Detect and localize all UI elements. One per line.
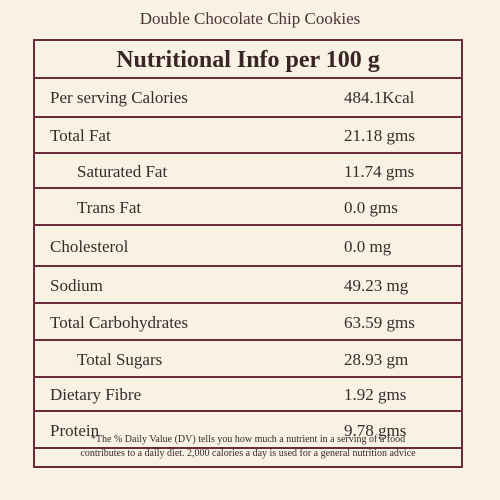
nutrient-row: Trans Fat 0.0 gms	[35, 189, 461, 226]
nutrient-label: Total Carbohydrates	[50, 313, 189, 332]
panel-heading: Nutritional Info per 100 g	[35, 41, 461, 79]
nutrient-row: Per serving Calories 484.1Kcal	[35, 78, 461, 118]
nutrient-row: Total Fat 21.18 gms	[35, 118, 461, 154]
nutrient-value: 63.59 gms	[344, 313, 415, 332]
nutrient-value: 11.74 gms	[344, 162, 415, 181]
nutrient-row: Protein 9.78 gms	[35, 412, 461, 449]
nutrient-value: 28.93 gm	[344, 350, 409, 369]
nutrient-label: Trans Fat	[77, 198, 142, 217]
nutrient-label: Dietary Fibre	[50, 385, 142, 404]
nutrient-row: Sodium 49.23 mg	[35, 267, 461, 304]
nutrient-row: Cholesterol 0.0 mg	[35, 226, 461, 267]
nutrition-panel: Nutritional Info per 100 g Per serving C…	[33, 39, 463, 468]
nutrient-row: Total Carbohydrates 63.59 gms	[35, 304, 461, 341]
nutrient-value: 0.0 mg	[344, 237, 392, 256]
nutrient-row: Saturated Fat 11.74 gms	[35, 154, 461, 189]
footnote-line-2: contributes to a daily diet. 2,000 calor…	[80, 448, 416, 459]
nutrient-row: Total Sugars 28.93 gm	[35, 341, 461, 378]
nutrient-row: Dietary Fibre 1.92 gms	[35, 378, 461, 412]
nutrient-label: Total Sugars	[77, 350, 163, 369]
daily-value-footnote: *The % Daily Value (DV) tells you how mu…	[35, 433, 461, 461]
product-title: Double Chocolate Chip Cookies	[139, 9, 361, 28]
nutrient-value: 49.23 mg	[344, 276, 409, 295]
nutrient-label: Per serving Calories	[50, 88, 188, 107]
footnote-line-1: *The % Daily Value (DV) tells you how mu…	[90, 434, 406, 445]
nutrient-value: 0.0 gms	[344, 198, 398, 217]
nutrient-value: 21.18 gms	[344, 126, 415, 145]
nutrient-label: Saturated Fat	[77, 162, 168, 181]
nutrient-value: 484.1Kcal	[344, 88, 415, 107]
nutrient-label: Cholesterol	[50, 237, 129, 256]
nutrient-label: Total Fat	[50, 126, 111, 145]
nutrient-value: 9.78 gms	[344, 421, 407, 440]
nutrient-label: Protein	[50, 421, 100, 440]
nutrient-label: Sodium	[50, 276, 103, 295]
nutrient-value: 1.92 gms	[344, 385, 407, 404]
